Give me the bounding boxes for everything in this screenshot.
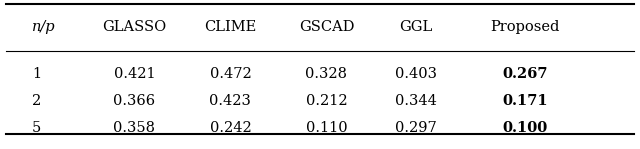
Text: 1: 1 bbox=[32, 67, 41, 82]
Text: 5: 5 bbox=[32, 121, 41, 135]
Text: 0.212: 0.212 bbox=[305, 94, 348, 108]
Text: 0.358: 0.358 bbox=[113, 121, 156, 135]
Text: 0.171: 0.171 bbox=[502, 94, 548, 108]
Text: n/p: n/p bbox=[32, 20, 56, 34]
Text: 0.100: 0.100 bbox=[502, 121, 547, 135]
Text: 0.472: 0.472 bbox=[209, 67, 252, 82]
Text: 0.267: 0.267 bbox=[502, 67, 548, 82]
Text: 0.344: 0.344 bbox=[395, 94, 437, 108]
Text: GLASSO: GLASSO bbox=[102, 20, 166, 34]
Text: GSCAD: GSCAD bbox=[299, 20, 354, 34]
Text: CLIME: CLIME bbox=[204, 20, 257, 34]
Text: 0.366: 0.366 bbox=[113, 94, 156, 108]
Text: 0.328: 0.328 bbox=[305, 67, 348, 82]
Text: 0.297: 0.297 bbox=[395, 121, 437, 135]
Text: Proposed: Proposed bbox=[490, 20, 559, 34]
Text: 0.421: 0.421 bbox=[113, 67, 156, 82]
Text: 0.242: 0.242 bbox=[209, 121, 252, 135]
Text: 2: 2 bbox=[32, 94, 41, 108]
Text: 0.110: 0.110 bbox=[305, 121, 348, 135]
Text: 0.423: 0.423 bbox=[209, 94, 252, 108]
Text: 0.403: 0.403 bbox=[395, 67, 437, 82]
Text: GGL: GGL bbox=[399, 20, 433, 34]
